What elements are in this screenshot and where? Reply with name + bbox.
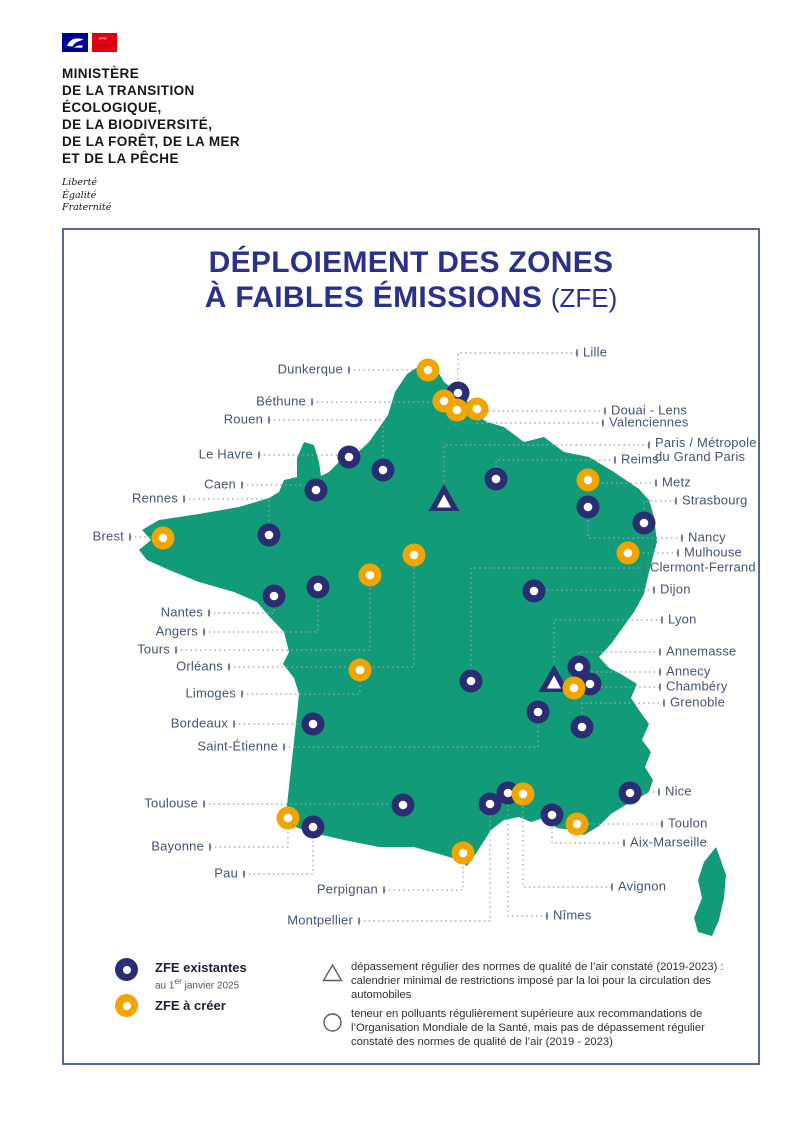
- city-label: Orléans: [176, 658, 223, 674]
- city-label: Clermont-Ferrand: [650, 559, 756, 575]
- city-label: Nancy: [688, 529, 726, 545]
- circle-icon: [323, 1013, 342, 1032]
- city-label: Metz: [662, 474, 691, 490]
- legend-triangle: dépassement régulier des normes de quali…: [322, 961, 750, 1002]
- city-label: Valenciennes: [609, 414, 689, 430]
- city-label: Pau: [214, 865, 238, 881]
- flag-red: [92, 33, 117, 52]
- ministry-block: MINISTÈRE DE LA TRANSITION ÉCOLOGIQUE, D…: [62, 33, 240, 215]
- city-label: Béthune: [256, 393, 306, 409]
- city-label: Strasbourg: [682, 492, 748, 508]
- legend-triangle-text: dépassement régulier des normes de quali…: [351, 961, 724, 1001]
- city-label: Annemasse: [666, 643, 737, 659]
- ministry-name: MINISTÈRE DE LA TRANSITION ÉCOLOGIQUE, D…: [62, 66, 241, 166]
- city-label: Dunkerque: [277, 361, 343, 377]
- city-label: Toulouse: [144, 795, 198, 811]
- city-label: Limoges: [185, 685, 236, 701]
- legend-create-dot: [115, 994, 138, 1017]
- city-label: Brest: [92, 528, 124, 544]
- city-label: Nice: [665, 783, 692, 799]
- city-label: Saint-Étienne: [197, 738, 278, 754]
- legend-existing-label: ZFE existantes: [155, 960, 247, 975]
- city-label: Reims: [621, 451, 659, 467]
- title-zfe: (ZFE): [550, 283, 618, 313]
- city-label: Tours: [137, 641, 170, 657]
- legend-circle: teneur en polluants régulièrement supéri…: [322, 1008, 750, 1049]
- poster-box: DÉPLOIEMENT DES ZONES À FAIBLES ÉMISSION…: [62, 228, 760, 1065]
- city-label: Chambéry: [666, 678, 728, 694]
- city-label: Dijon: [660, 581, 691, 597]
- title-line1: DÉPLOIEMENT DES ZONES: [208, 246, 614, 279]
- city-label: Mulhouse: [684, 544, 742, 560]
- city-label: Rennes: [131, 490, 178, 506]
- city-label: Grenoble: [670, 694, 726, 710]
- legend-create: ZFE à créer: [115, 994, 226, 1017]
- city-label: Lille: [583, 344, 608, 360]
- city-label: Avignon: [618, 878, 667, 894]
- city-label: Nantes: [160, 604, 203, 620]
- city-label: Nîmes: [553, 907, 592, 923]
- legend-existing: ZFE existantes au 1er janvier 2025: [115, 958, 247, 992]
- city-label: Toulon: [668, 815, 708, 831]
- city-label: Bayonne: [151, 838, 204, 854]
- motto: Liberté Égalité Fraternité: [62, 177, 112, 213]
- title-line2: À FAIBLES ÉMISSIONS: [204, 281, 543, 314]
- legend-existing-dot: [115, 958, 138, 981]
- triangle-icon: [322, 963, 343, 982]
- city-label: Douai - Lens: [611, 402, 688, 418]
- city-label: Le Havre: [198, 446, 253, 462]
- city-label: Rouen: [223, 411, 263, 427]
- city-label: Annecy: [666, 663, 711, 679]
- city-label: Perpignan: [316, 881, 378, 897]
- city-label: Montpellier: [287, 912, 353, 928]
- city-label: Aix-Marseille: [630, 834, 708, 850]
- map-labels: Dunkerque Lille Béthune Douai - Lens Valenci…: [64, 230, 758, 940]
- legend-create-label: ZFE à créer: [155, 998, 226, 1013]
- poster-title: DÉPLOIEMENT DES ZONES À FAIBLES ÉMISSION…: [64, 245, 758, 316]
- legend-existing-sub: au 1er janvier 2025: [155, 976, 240, 992]
- legend-circle-text: teneur en polluants régulièrement supéri…: [351, 1008, 705, 1048]
- french-flag-logo: [62, 33, 240, 58]
- city-label: Bordeaux: [170, 715, 228, 731]
- city-label: Angers: [155, 623, 198, 639]
- city-label: Caen: [204, 476, 236, 492]
- city-label: Lyon: [668, 611, 697, 627]
- city-label: Paris / Métropole du Grand Paris: [655, 435, 757, 464]
